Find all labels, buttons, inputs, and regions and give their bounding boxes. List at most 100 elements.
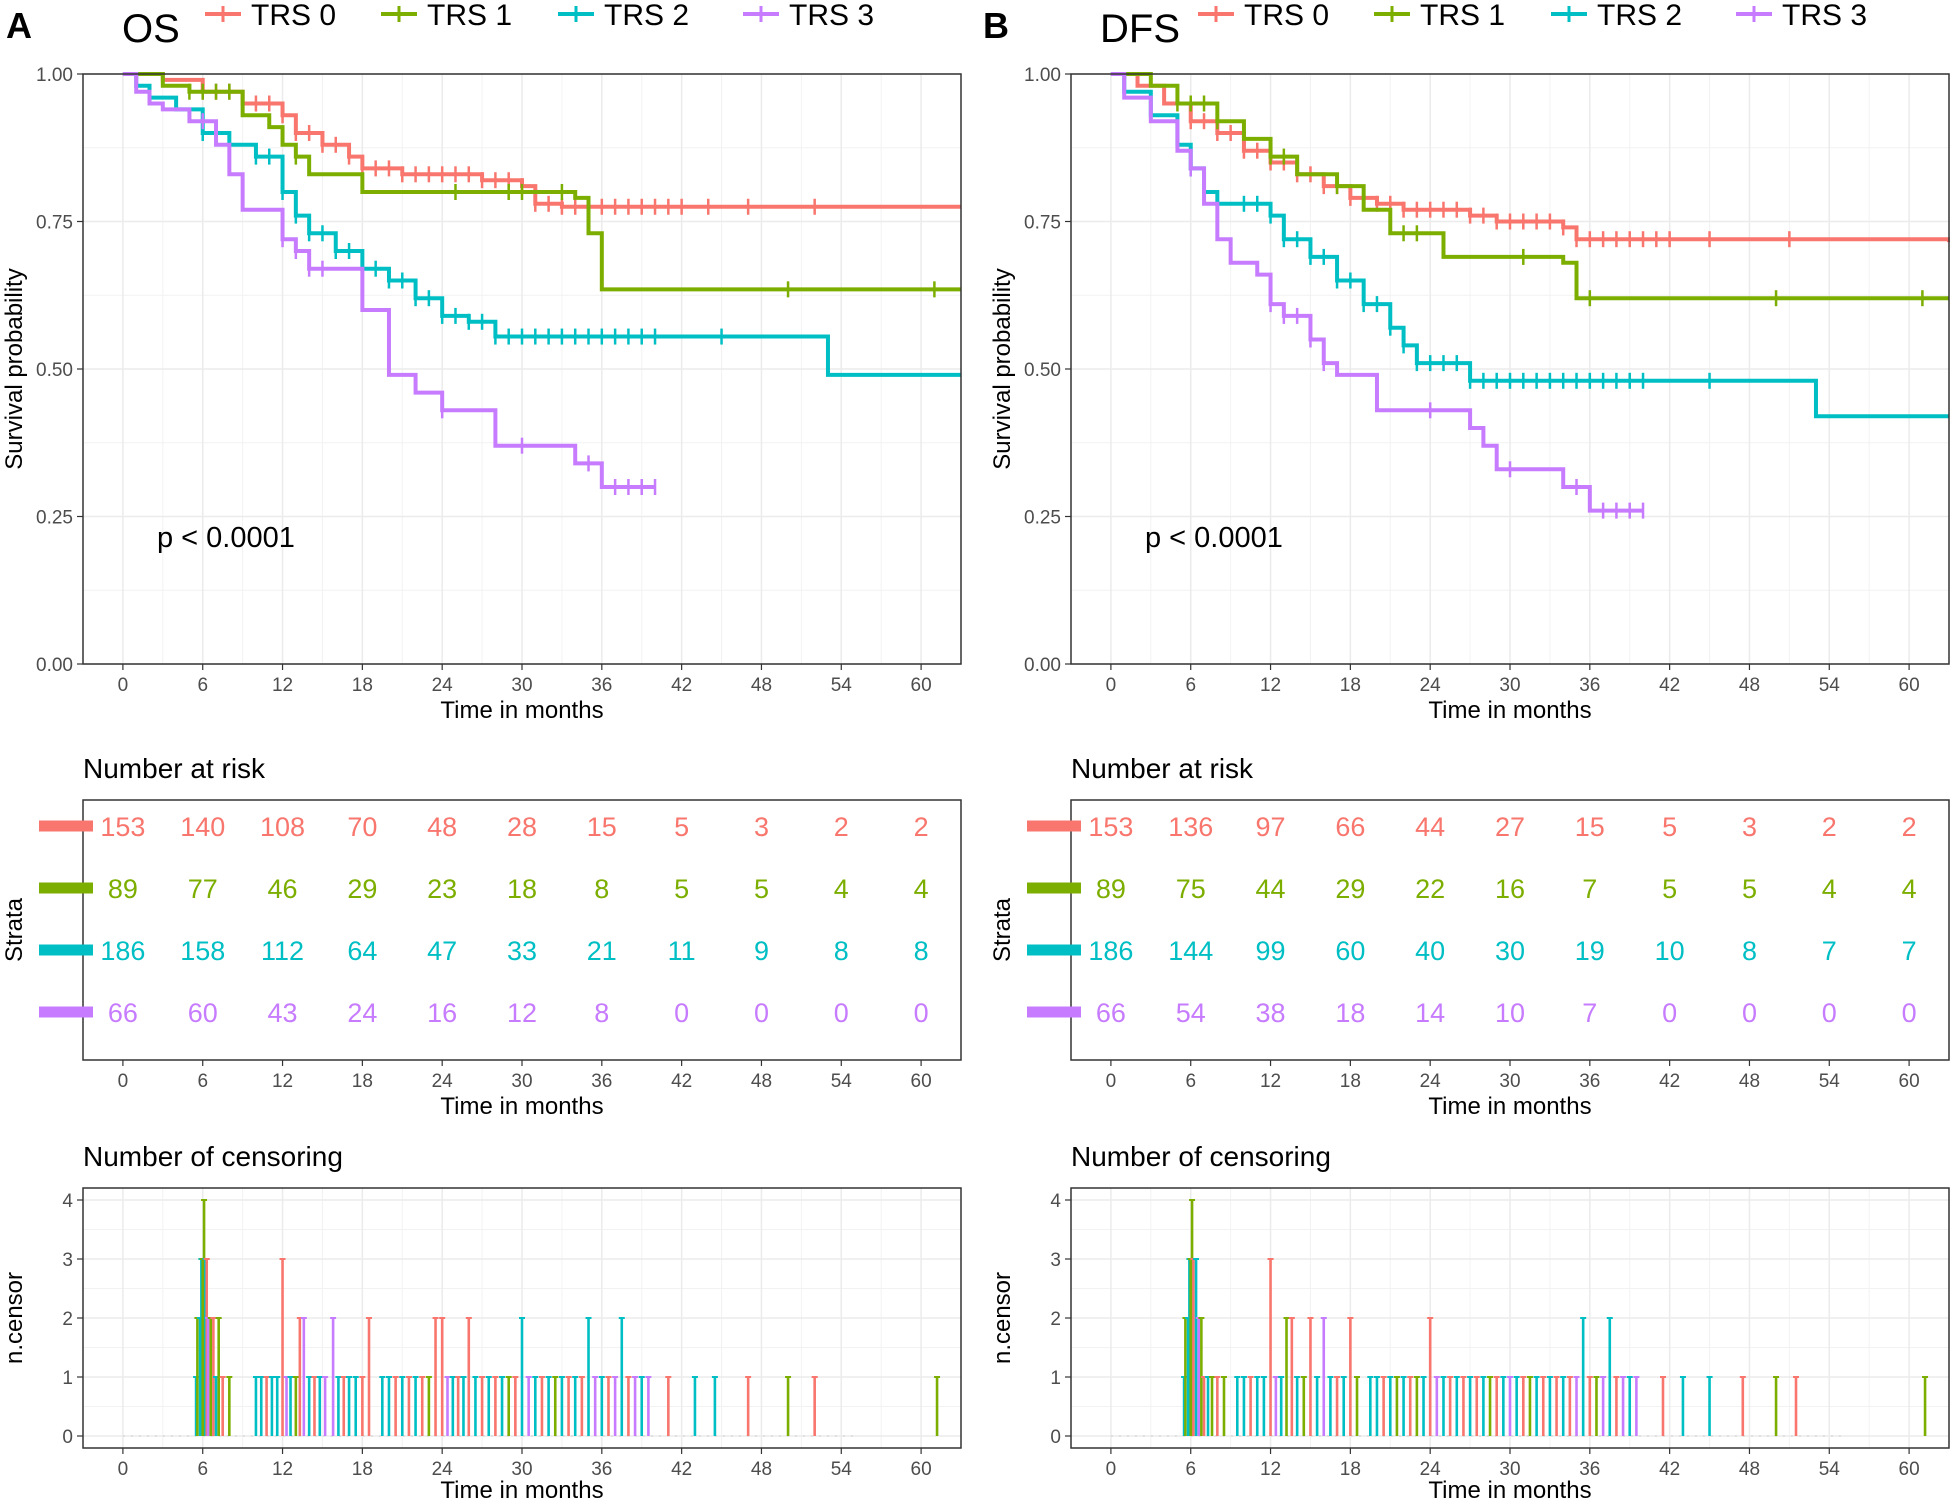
- y-tick-label: 2: [62, 1309, 73, 1330]
- y-tick-label: 0.75: [1024, 213, 1061, 234]
- y-tick-label: 1.00: [1024, 65, 1061, 86]
- x-tick-label: 30: [511, 1071, 532, 1092]
- x-tick-label: 12: [1260, 1071, 1281, 1092]
- x-tick-label: 12: [1260, 675, 1281, 696]
- panel-b-label: B: [983, 5, 1009, 46]
- panel-a-risk-title: Number at risk: [83, 753, 266, 784]
- risk-count: 3: [1742, 812, 1757, 842]
- x-tick-label: 42: [1659, 1071, 1680, 1092]
- y-tick-label: 0.50: [1024, 360, 1061, 381]
- censoring-plot-border: [1070, 1187, 1950, 1449]
- risk-count: 12: [507, 998, 537, 1028]
- x-tick-label: 24: [1420, 1459, 1442, 1480]
- risk-count: 48: [427, 812, 457, 842]
- risk-count: 186: [1088, 936, 1133, 966]
- risk-table-border: [82, 799, 962, 1061]
- risk-count: 2: [914, 812, 929, 842]
- survival-plot: 0 6 12 18 24 30 36 42 48 54 60 0.00 0.25 0.50 0.75 1.00…: [989, 65, 1950, 724]
- risk-count: 5: [1742, 874, 1757, 904]
- risk-count: 153: [100, 812, 145, 842]
- risk-count: 66: [1096, 998, 1126, 1028]
- risk-count: 4: [914, 874, 929, 904]
- risk-count: 4: [1822, 874, 1837, 904]
- risk-count: 0: [914, 998, 929, 1028]
- y-axis-title: Strata: [1, 897, 28, 962]
- censoring-plot-border: [82, 1187, 962, 1449]
- p-value-label: p < 0.0001: [1145, 522, 1283, 554]
- x-tick-label: 12: [272, 675, 293, 696]
- risk-count: 18: [507, 874, 537, 904]
- panel-a-plots: 0 6 12 18 24 30 36 42 48 54 600.000.250.500.751.00…: [1, 65, 962, 1502]
- risk-count: 2: [1822, 812, 1837, 842]
- risk-count: 66: [108, 998, 138, 1028]
- y-tick-label: 3: [1050, 1250, 1061, 1271]
- x-tick-label: 12: [272, 1459, 293, 1480]
- risk-count: 7: [1822, 936, 1837, 966]
- risk-count: 8: [834, 936, 849, 966]
- risk-count: 5: [674, 874, 689, 904]
- risk-table: 153 136 97 66 44 27 15 5 3 2 289 75 44 29 22 16 7 5 5 4 4186…: [989, 799, 1950, 1120]
- panel-b-legend: TRS 0 TRS 1 TRS 2 TRS 3: [1198, 0, 1867, 32]
- x-tick-label: 6: [197, 1071, 208, 1092]
- risk-count: 2: [1902, 812, 1917, 842]
- x-tick-label: 36: [591, 1071, 612, 1092]
- risk-count: 153: [1088, 812, 1133, 842]
- legend-trs-0-label: TRS 0: [251, 0, 336, 32]
- x-tick-label: 6: [197, 675, 208, 696]
- y-axis-title: n.censor: [1, 1272, 28, 1364]
- risk-count: 5: [1662, 874, 1677, 904]
- y-tick-label: 0.50: [36, 360, 73, 381]
- risk-count: 4: [1902, 874, 1917, 904]
- risk-table-border: [1070, 799, 1950, 1061]
- risk-count: 29: [347, 874, 377, 904]
- panel-a-title: OS: [122, 7, 180, 51]
- x-tick-label: 54: [1819, 675, 1841, 696]
- x-tick-label: 24: [432, 675, 454, 696]
- risk-count: 60: [1335, 936, 1365, 966]
- x-tick-label: 0: [118, 675, 129, 696]
- risk-count: 0: [754, 998, 769, 1028]
- x-tick-label: 6: [1185, 1071, 1196, 1092]
- y-axis-title: Survival probability: [1, 268, 28, 469]
- risk-count: 33: [507, 936, 537, 966]
- risk-count: 28: [507, 812, 537, 842]
- x-axis-title: Time in months: [1428, 697, 1591, 724]
- risk-count: 140: [180, 812, 225, 842]
- x-tick-label: 54: [1819, 1071, 1841, 1092]
- risk-count: 30: [1495, 936, 1525, 966]
- risk-count: 70: [347, 812, 377, 842]
- x-tick-label: 6: [197, 1459, 208, 1480]
- x-tick-label: 24: [1420, 1071, 1442, 1092]
- legend-trs-3-label: TRS 3: [1782, 0, 1867, 32]
- legend-trs-1-label: TRS 1: [427, 0, 512, 32]
- x-tick-label: 60: [1899, 675, 1920, 696]
- x-tick-label: 30: [1499, 1459, 1520, 1480]
- risk-count: 29: [1335, 874, 1365, 904]
- risk-count: 10: [1655, 936, 1685, 966]
- risk-count: 5: [674, 812, 689, 842]
- risk-count: 22: [1415, 874, 1445, 904]
- risk-count: 0: [1902, 998, 1917, 1028]
- panel-b-title: DFS: [1100, 7, 1180, 51]
- x-tick-label: 6: [1185, 1459, 1196, 1480]
- risk-count: 97: [1256, 812, 1286, 842]
- x-tick-label: 36: [1579, 675, 1600, 696]
- risk-count: 60: [188, 998, 218, 1028]
- risk-count: 8: [594, 998, 609, 1028]
- risk-count: 10: [1495, 998, 1525, 1028]
- risk-count: 24: [347, 998, 377, 1028]
- panel-a-censor-title: Number of censoring: [83, 1141, 343, 1172]
- risk-count: 38: [1256, 998, 1286, 1028]
- x-axis-title: Time in months: [440, 1093, 603, 1120]
- survival-plot-border: [82, 73, 962, 665]
- risk-count: 54: [1176, 998, 1206, 1028]
- x-tick-label: 48: [1739, 1459, 1760, 1480]
- risk-count: 112: [261, 936, 304, 966]
- risk-count: 8: [594, 874, 609, 904]
- x-axis-title: Time in months: [1428, 1477, 1591, 1502]
- risk-count: 8: [1742, 936, 1757, 966]
- survival-plot-border: [1070, 73, 1950, 665]
- risk-count: 144: [1168, 936, 1213, 966]
